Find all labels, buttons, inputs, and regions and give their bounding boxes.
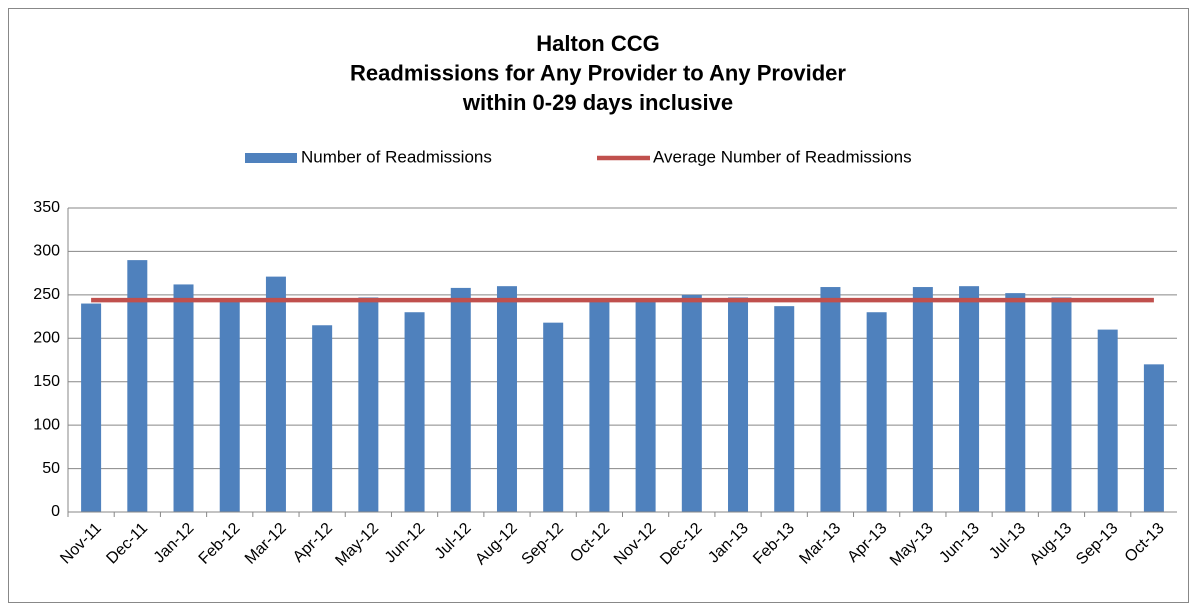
bar	[589, 299, 610, 512]
y-tick-label: 50	[42, 460, 60, 477]
bar	[312, 325, 333, 512]
bar	[173, 284, 194, 512]
bar	[1005, 293, 1026, 512]
bar	[450, 287, 471, 512]
y-tick-label: 300	[33, 243, 60, 260]
chart-title: within 0-29 days inclusive	[462, 90, 733, 115]
bar	[774, 306, 795, 512]
bar	[265, 276, 286, 512]
bar	[358, 297, 379, 512]
y-tick-label: 350	[33, 199, 60, 216]
bar	[866, 312, 887, 512]
legend-label: Average Number of Readmissions	[653, 147, 912, 166]
bar	[496, 286, 517, 512]
y-tick-label: 250	[33, 286, 60, 303]
bar	[728, 297, 749, 512]
bar	[1097, 329, 1118, 512]
bar	[912, 287, 933, 512]
y-tick-label: 100	[33, 416, 60, 433]
bar	[404, 312, 425, 512]
y-tick-label: 150	[33, 373, 60, 390]
legend-swatch	[245, 153, 297, 163]
y-tick-label: 200	[33, 330, 60, 347]
y-tick-label: 0	[51, 503, 60, 520]
bar	[1143, 364, 1164, 512]
bar	[681, 294, 702, 512]
legend-label: Number of Readmissions	[301, 147, 492, 166]
bar	[635, 299, 656, 512]
bar	[543, 322, 564, 512]
bar	[219, 299, 240, 512]
bar	[820, 287, 841, 512]
bar	[81, 303, 102, 512]
chart-title: Readmissions for Any Provider to Any Pro…	[350, 60, 846, 85]
bar	[127, 260, 148, 512]
bar	[1051, 297, 1072, 512]
bar	[959, 286, 980, 512]
chart-title: Halton CCG	[536, 31, 659, 56]
